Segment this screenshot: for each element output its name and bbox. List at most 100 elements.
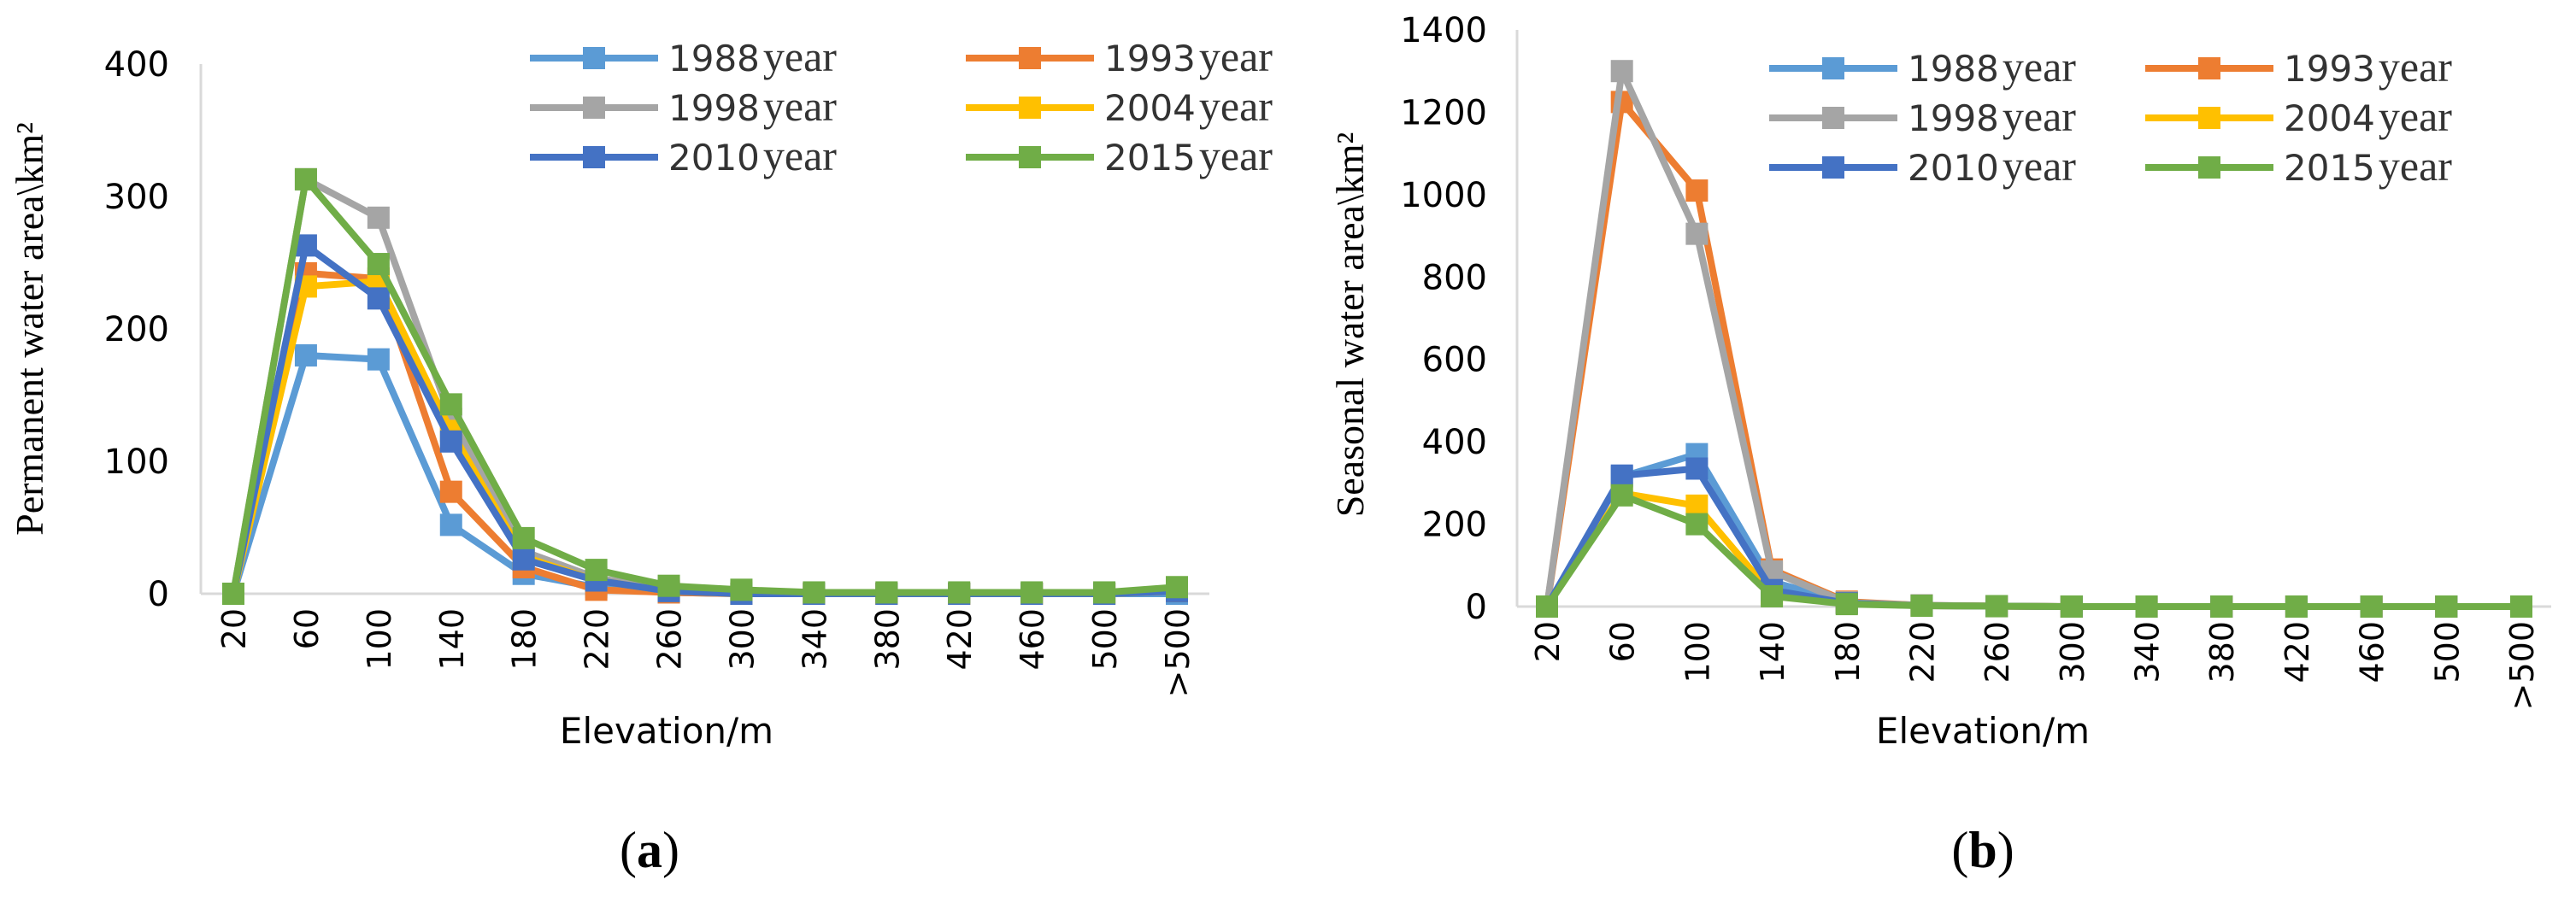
legend-suffix: year [2003, 43, 2076, 91]
data-point-1988 [439, 513, 462, 537]
data-point-2015 [512, 526, 535, 549]
y-tick-label: 0 [148, 575, 169, 614]
series-1998 [222, 167, 1188, 605]
series-line-2004 [230, 278, 1180, 597]
legend-label: 2004year [2284, 92, 2452, 140]
data-point-1993 [439, 480, 462, 503]
legend-year: 2010 [1908, 147, 1999, 189]
x-tick-label: 20 [215, 608, 253, 649]
data-point-2015 [803, 581, 826, 604]
series-2015 [222, 167, 1188, 605]
data-point-2010 [512, 548, 535, 571]
legend-item: 1998year [530, 82, 837, 130]
data-point-2015 [1020, 581, 1044, 604]
series-2010 [1536, 457, 2532, 618]
x-tick-label: 340 [2129, 621, 2167, 683]
y-tick-label: 1000 [1400, 176, 1487, 215]
y-axis-label: Permanent water area\km² [8, 122, 51, 536]
y-tick-label: 300 [104, 178, 169, 217]
data-point-2015 [2210, 595, 2233, 618]
x-tick-label: 380 [2203, 621, 2241, 683]
x-tick-label: 60 [1604, 621, 1642, 662]
data-point-2015 [439, 393, 462, 416]
data-point-2015 [2060, 595, 2083, 618]
x-tick-label: 500 [2428, 621, 2466, 683]
legend-year: 2015 [1104, 137, 1196, 179]
legend-swatch-marker [1822, 156, 1844, 179]
series-2015 [1536, 484, 2532, 618]
panel-label-letter: a [637, 822, 662, 878]
data-point-2015 [875, 581, 898, 604]
legend-swatch-marker [583, 47, 605, 69]
legend-year: 2004 [2284, 97, 2375, 139]
data-point-2015 [730, 578, 753, 601]
y-tick-label: 1200 [1400, 93, 1487, 132]
y-tick-label: 100 [104, 443, 169, 482]
legend-suffix: year [2379, 92, 2452, 140]
data-point-2015 [1761, 584, 1784, 607]
x-tick-label: 260 [651, 608, 689, 671]
data-point-2010 [367, 287, 390, 310]
legend-year: 1998 [668, 87, 760, 129]
legend-swatch-marker [583, 97, 605, 119]
data-point-2015 [2435, 595, 2458, 618]
series-1988 [222, 344, 1188, 605]
data-point-2015 [1985, 595, 2008, 618]
legend-suffix: year [1199, 32, 1273, 80]
legend-swatch-marker [1019, 97, 1041, 119]
data-point-2015 [1835, 593, 1858, 616]
data-point-2010 [1685, 457, 1709, 480]
data-point-2010 [439, 430, 462, 453]
legend-item: 1988year [1769, 43, 2076, 91]
series-line-2010 [1544, 465, 2525, 610]
series-line-1988 [230, 352, 1180, 597]
legend-year: 2010 [668, 137, 760, 179]
data-point-1998 [1610, 60, 1633, 83]
series-line-1998 [230, 175, 1180, 597]
x-tick-label: 20 [1529, 621, 1567, 662]
legend-year: 2015 [2284, 147, 2375, 189]
y-tick-labels: 0 100 200 300 400 [104, 45, 169, 614]
legend-suffix: year [763, 82, 837, 130]
x-axis-label: Elevation/m [560, 710, 773, 752]
legend-item: 1993year [2145, 43, 2452, 91]
legend-label: 2015year [2284, 142, 2452, 190]
x-tick-label: 420 [941, 608, 979, 671]
legend-item: 2015year [966, 132, 1273, 179]
data-point-2015 [367, 253, 390, 276]
x-tick-label: >500 [1159, 608, 1197, 697]
x-tick-label: 460 [2354, 621, 2391, 683]
data-point-2015 [1166, 576, 1188, 599]
series-group [222, 167, 1188, 605]
x-tick-label: 180 [506, 608, 544, 671]
x-tick-labels: 20 60 100 140 180 220 260 300 340 380 420 460 500 >50… [215, 608, 1197, 697]
data-point-2015 [948, 581, 971, 604]
legend-year: 1998 [1908, 97, 1999, 139]
y-tick-label: 400 [104, 45, 169, 85]
series-line-2015 [1544, 491, 2525, 610]
legend-suffix: year [763, 132, 837, 179]
x-tick-label: 260 [1979, 621, 2016, 683]
panel-label-letter: b [1968, 822, 1997, 878]
legend-swatch-marker [1019, 47, 1041, 69]
legend-item: 2004year [2145, 92, 2452, 140]
data-point-2015 [1093, 581, 1116, 604]
y-tick-label: 200 [1422, 506, 1487, 545]
legend-year: 1988 [1908, 48, 1999, 90]
data-point-1988 [367, 348, 390, 371]
data-point-2015 [585, 559, 608, 582]
y-tick-label: 600 [1422, 341, 1487, 380]
data-point-2015 [1610, 484, 1633, 507]
legend-year: 2004 [1104, 87, 1196, 129]
legend-suffix: year [2379, 142, 2452, 190]
series-group [1536, 60, 2532, 618]
panel-label-open: ( [1951, 822, 1968, 878]
x-tick-label: 500 [1086, 608, 1124, 671]
data-point-2015 [2285, 595, 2308, 618]
legend-label: 2004year [1104, 82, 1273, 130]
legend-year: 1988 [668, 38, 760, 79]
data-point-2015 [2360, 595, 2383, 618]
